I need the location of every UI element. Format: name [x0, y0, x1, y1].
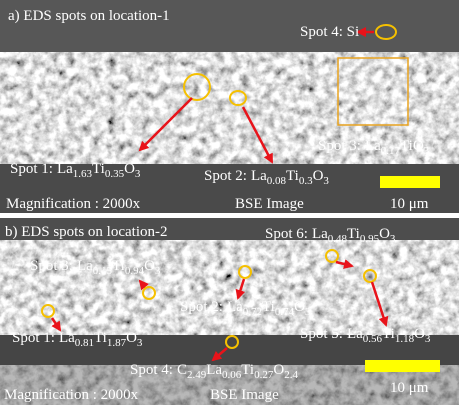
- element: La: [312, 226, 328, 242]
- element: La: [206, 362, 222, 378]
- subscript: 0.08: [267, 175, 287, 187]
- element: TiO: [400, 138, 424, 154]
- subscript: 0.74: [275, 306, 295, 318]
- element: C: [177, 362, 187, 378]
- spot-name: Spot 3:: [30, 258, 73, 274]
- spot-name: Spot 6:: [265, 226, 308, 242]
- element: Ti: [92, 161, 105, 177]
- page: a) EDS spots on location-1 Magnification …: [0, 0, 459, 405]
- magnification: Magnification : 2000x: [4, 387, 139, 403]
- imaging-mode: BSE Image: [210, 387, 279, 403]
- spot-name: Spot 2:: [180, 299, 223, 315]
- element: La: [227, 299, 243, 315]
- scale-label: 10 μm: [390, 196, 429, 212]
- subscript: 0.06: [222, 369, 242, 381]
- element: La: [251, 168, 267, 184]
- element: La: [59, 330, 75, 346]
- subscript: 3: [155, 265, 161, 277]
- spot-name: Spot 2:: [204, 168, 247, 184]
- element: La: [347, 326, 363, 342]
- divider: [0, 213, 459, 218]
- spot-name: Spot 1:: [10, 161, 53, 177]
- subscript: 3: [323, 175, 329, 187]
- scale-bar: [380, 176, 440, 188]
- panel-title: b) EDS spots on location-2: [5, 224, 168, 240]
- subscript: 0.94: [125, 265, 145, 277]
- subscript: 3: [135, 168, 141, 180]
- subscript: 0.27: [254, 369, 274, 381]
- scale-label: 10 μm: [390, 380, 429, 396]
- subscript: 1.87: [107, 337, 127, 349]
- element: Ti: [262, 299, 275, 315]
- element: Ti: [382, 326, 395, 342]
- subscript: 0.95: [360, 233, 380, 245]
- element: O: [144, 258, 155, 274]
- subscript: 0.35: [105, 168, 125, 180]
- subscript: 2.4: [284, 369, 298, 381]
- spot-name: Spot 5:: [300, 326, 343, 342]
- element: La: [365, 138, 381, 154]
- panel-title: a) EDS spots on location-1: [8, 8, 170, 24]
- element: O: [126, 330, 137, 346]
- element: Ti: [241, 362, 254, 378]
- element: La: [77, 258, 93, 274]
- subscript: 1.63: [73, 168, 93, 180]
- element: Ti: [112, 258, 125, 274]
- spot-name: Spot 4:: [130, 362, 173, 378]
- element: O: [313, 168, 324, 184]
- imaging-mode: BSE Image: [235, 196, 304, 212]
- subscript: 0.48: [328, 233, 348, 245]
- element: Ti: [347, 226, 360, 242]
- subscript: 0.72: [243, 306, 262, 318]
- scale-bar: [365, 360, 440, 372]
- element: Ti: [286, 168, 299, 184]
- spot-name: Spot 4: Si: [300, 24, 359, 40]
- element: O: [273, 362, 284, 378]
- subscript: 0.15: [93, 265, 113, 277]
- subscript: 0.17: [381, 145, 401, 157]
- spot-name: Spot 3:: [318, 138, 361, 154]
- spot-label: Spot 4: Si: [300, 24, 359, 40]
- subscript: 3: [137, 337, 143, 349]
- element: O: [414, 326, 425, 342]
- element: O: [379, 226, 390, 242]
- element: O: [294, 299, 305, 315]
- subscript: 1.18: [395, 333, 415, 345]
- subscript: 0.3: [299, 175, 313, 187]
- figure: a) EDS spots on location-1 Magnification …: [0, 0, 459, 405]
- magnification: Magnification : 2000x: [6, 196, 141, 212]
- element: Ti: [94, 330, 107, 346]
- subscript: 0.81: [75, 337, 94, 349]
- subscript: 3: [305, 306, 311, 318]
- subscript: 3: [390, 233, 396, 245]
- subscript: 3: [425, 333, 431, 345]
- subscript: 2.49: [187, 369, 207, 381]
- element: O: [124, 161, 135, 177]
- element: La: [57, 161, 73, 177]
- subscript: 3: [424, 145, 430, 157]
- subscript: 0.56: [363, 333, 383, 345]
- spot-name: Spot 1:: [12, 330, 55, 346]
